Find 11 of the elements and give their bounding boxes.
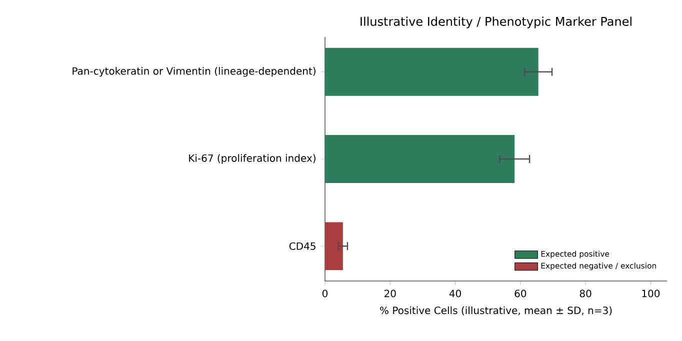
- x-axis-title: % Positive Cells (illustrative, mean ± SD, n=3): [380, 306, 612, 316]
- y-tick-label: Ki-67 (proliferation index): [189, 154, 316, 164]
- x-tick-label: 40: [449, 290, 461, 298]
- x-tick-label: 80: [580, 290, 592, 298]
- x-tick-label: 0: [322, 290, 328, 298]
- y-tick-label: CD45: [289, 242, 316, 250]
- y-tick-label: Pan-cytokeratin or Vimentin (lineage-dependent): [72, 67, 316, 77]
- x-tick-label: 20: [384, 290, 396, 298]
- x-tick-label: 100: [642, 290, 660, 298]
- x-tick-label: 60: [514, 290, 526, 298]
- chart-title: Illustrative Identity / Phenotypic Marker Panel: [360, 16, 632, 28]
